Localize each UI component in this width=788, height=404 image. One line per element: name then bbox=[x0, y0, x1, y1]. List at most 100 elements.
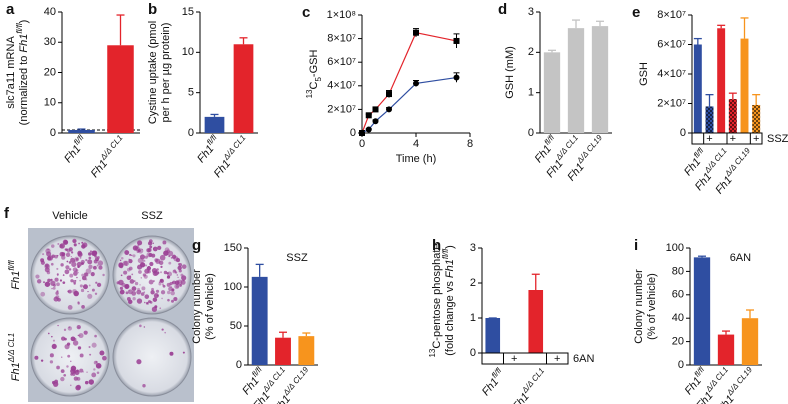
annotation: 6AN bbox=[730, 252, 751, 264]
column-label: SSZ bbox=[141, 210, 163, 222]
colony bbox=[155, 258, 161, 264]
colony bbox=[79, 279, 81, 282]
colony bbox=[83, 330, 88, 335]
colony bbox=[75, 257, 79, 261]
y-tick-label: 0 bbox=[188, 127, 194, 139]
colony bbox=[95, 257, 99, 262]
x-tick-label: 0 bbox=[359, 138, 365, 150]
colony bbox=[94, 254, 97, 258]
colony bbox=[55, 291, 59, 295]
colony bbox=[81, 275, 87, 281]
colony bbox=[85, 268, 92, 274]
colony bbox=[96, 264, 99, 267]
colony bbox=[157, 245, 162, 250]
colony bbox=[56, 290, 59, 293]
colony bbox=[162, 284, 166, 288]
colony bbox=[79, 256, 82, 259]
colony bbox=[70, 368, 76, 374]
colony bbox=[169, 281, 173, 286]
colony bbox=[89, 353, 92, 356]
text-segment: 13 bbox=[428, 348, 437, 357]
colony bbox=[79, 284, 83, 288]
colony bbox=[149, 245, 153, 249]
colony bbox=[40, 291, 46, 297]
colony bbox=[178, 269, 182, 273]
colony bbox=[124, 250, 130, 255]
bar-hatch bbox=[705, 106, 714, 133]
colony bbox=[47, 278, 51, 283]
colony bbox=[172, 280, 176, 285]
panel-label: b bbox=[148, 1, 157, 18]
colony bbox=[54, 379, 59, 384]
colony bbox=[139, 254, 146, 260]
colony bbox=[119, 259, 122, 262]
colony bbox=[141, 286, 146, 291]
colony bbox=[68, 268, 72, 271]
colony bbox=[61, 336, 66, 341]
text-segment: GSH bbox=[638, 62, 650, 86]
colony bbox=[167, 298, 170, 302]
colony bbox=[50, 262, 54, 266]
colony bbox=[154, 305, 158, 309]
colony bbox=[50, 278, 53, 282]
y-tick-label: 20 bbox=[672, 336, 684, 348]
colony bbox=[137, 240, 143, 246]
colony bbox=[73, 256, 80, 262]
colony bbox=[128, 266, 133, 271]
y-tick-label: 3 bbox=[528, 6, 534, 18]
y-tick-label: 30 bbox=[44, 36, 56, 48]
colony bbox=[70, 336, 76, 342]
colony bbox=[60, 263, 64, 267]
colony bbox=[61, 255, 66, 260]
y-axis-label: (fold change vs Fh1fl/fl) bbox=[441, 245, 456, 356]
panel-label: g bbox=[192, 237, 201, 254]
colony bbox=[147, 269, 151, 274]
colony bbox=[88, 264, 93, 269]
colony bbox=[78, 333, 84, 339]
text-segment: (% of vehicle) bbox=[204, 273, 216, 340]
colony bbox=[178, 262, 183, 267]
y-tick-label: 2 bbox=[470, 277, 476, 289]
text-segment: Fh1 bbox=[89, 158, 110, 180]
colony bbox=[62, 281, 66, 285]
marker bbox=[365, 112, 372, 119]
colony bbox=[102, 355, 107, 361]
colony bbox=[148, 279, 154, 285]
culture-dish bbox=[112, 317, 192, 397]
y-tick-label: 10 bbox=[182, 46, 194, 58]
y-axis-label: per h per µg protein) bbox=[160, 23, 172, 123]
row-label: Fh1fl/fl bbox=[7, 260, 22, 289]
colony bbox=[68, 261, 72, 264]
treatment-row bbox=[481, 352, 569, 365]
colony bbox=[139, 324, 142, 328]
colony bbox=[163, 250, 169, 256]
panel-label: i bbox=[634, 237, 638, 254]
text-segment: (% of vehicle) bbox=[646, 273, 658, 340]
x-tick-label: Fh1Δ/Δ CL1 bbox=[508, 366, 551, 404]
colony bbox=[134, 281, 139, 286]
colony bbox=[61, 356, 63, 358]
colony bbox=[147, 241, 153, 246]
colony bbox=[94, 292, 98, 295]
bar bbox=[233, 44, 254, 134]
colony bbox=[89, 250, 92, 253]
colony bbox=[62, 239, 68, 245]
bar bbox=[543, 52, 561, 134]
colony bbox=[132, 297, 136, 301]
colony bbox=[67, 354, 71, 358]
colony bbox=[80, 259, 85, 265]
bar bbox=[717, 334, 735, 365]
bar bbox=[740, 38, 749, 133]
colony bbox=[131, 254, 133, 256]
colony bbox=[36, 279, 42, 284]
marker bbox=[372, 118, 379, 125]
text-segment: C bbox=[308, 82, 320, 90]
colony bbox=[160, 265, 163, 268]
colony bbox=[81, 244, 86, 249]
colony bbox=[160, 290, 166, 295]
colony bbox=[169, 351, 174, 356]
colony bbox=[88, 379, 95, 385]
treatment-mark: + bbox=[753, 133, 759, 145]
panel-label: a bbox=[6, 1, 15, 18]
colony bbox=[52, 339, 55, 342]
